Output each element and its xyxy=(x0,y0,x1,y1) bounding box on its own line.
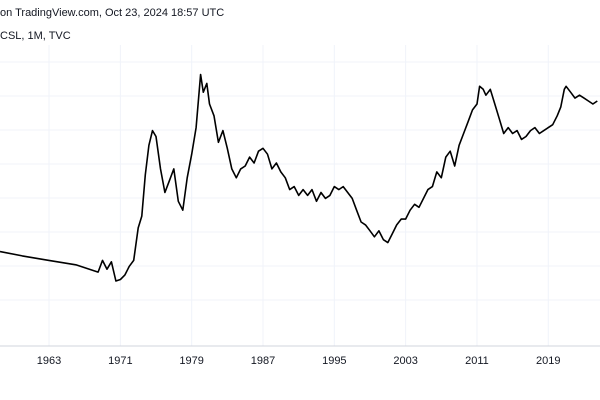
x-tick-label: 2003 xyxy=(393,355,417,367)
series-line xyxy=(0,73,598,282)
x-tick-label: 1971 xyxy=(108,355,132,367)
x-axis-ticks: 1963 1971 1979 1987 1995 2003 2011 2019 xyxy=(37,355,561,367)
chart-symbol-info: CSL, 1M, TVC xyxy=(0,30,71,42)
chart-source-timestamp: on TradingView.com, Oct 23, 2024 18:57 U… xyxy=(0,7,225,19)
x-tick-label: 1963 xyxy=(37,355,61,367)
x-tick-label: 2019 xyxy=(536,355,560,367)
x-tick-label: 1987 xyxy=(251,355,275,367)
x-tick-label: 2011 xyxy=(465,355,489,367)
x-tick-label: 1979 xyxy=(179,355,203,367)
x-tick-label: 1995 xyxy=(322,355,346,367)
chart-grid xyxy=(0,45,600,346)
